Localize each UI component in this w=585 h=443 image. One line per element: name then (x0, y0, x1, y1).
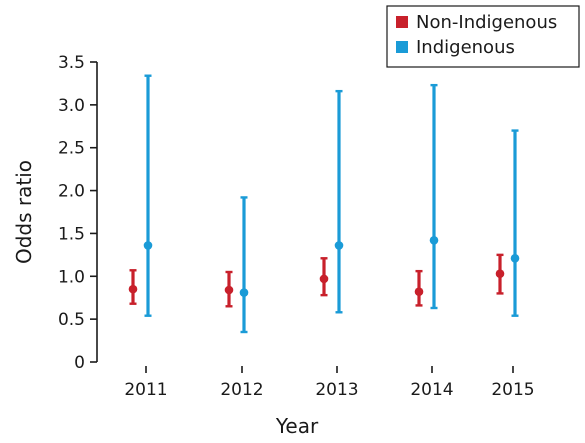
non-indigenous-point (495, 269, 505, 279)
x-tick-label: 2011 (124, 380, 167, 400)
x-tick-label: 2015 (491, 380, 534, 400)
indigenous-error-bar (510, 129, 520, 317)
legend-swatch-indigenous (396, 41, 408, 53)
non-indigenous-error-bar (319, 257, 329, 297)
x-tick-label: 2013 (315, 380, 358, 400)
x-tick-label: 2012 (220, 380, 263, 400)
legend-label-non-indigenous: Non-Indigenous (416, 12, 557, 33)
indigenous-point (429, 235, 439, 245)
y-ticks: 0 0.5 1.0 1.5 2.0 2.5 3.0 3.5 (58, 53, 97, 373)
non-indigenous-point (128, 284, 138, 294)
y-axis-title: Odds ratio (12, 160, 36, 264)
y-tick-label: 3.5 (58, 53, 85, 73)
x-tick-label: 2014 (410, 380, 453, 400)
y-tick-label: 1.5 (58, 224, 85, 244)
indigenous-point (334, 241, 344, 250)
non-indigenous-error-bar (414, 269, 424, 307)
y-tick-label: 2.0 (58, 182, 85, 202)
y-tick-label: 2.5 (58, 139, 85, 159)
non-indigenous-point (414, 287, 424, 297)
indigenous-error-bar (334, 89, 344, 314)
indigenous-error-bar (429, 83, 439, 310)
y-tick-label: 1.0 (58, 267, 85, 287)
non-indigenous-point (319, 274, 329, 284)
non-indigenous-error-bar (224, 270, 234, 308)
indigenous-error-bar (239, 196, 249, 334)
indigenous-point (143, 241, 153, 250)
non-indigenous-point (224, 285, 234, 295)
legend-box (386, 5, 580, 68)
non-indigenous-error-bar (128, 269, 138, 305)
error-bars (128, 74, 520, 334)
indigenous-point (239, 288, 249, 297)
indigenous-error-bar (143, 74, 153, 317)
indigenous-point (510, 253, 520, 263)
legend: Non-Indigenous Indigenous (386, 5, 580, 68)
non-indigenous-error-bar (495, 253, 505, 295)
x-axis-title: Year (275, 414, 319, 438)
x-ticks: 2011 2012 2013 2014 2015 (124, 366, 535, 400)
y-tick-label: 0 (74, 353, 85, 373)
y-tick-label: 0.5 (58, 310, 85, 330)
legend-swatch-non-indigenous (396, 16, 408, 28)
y-tick-label: 3.0 (58, 96, 85, 116)
legend-label-indigenous: Indigenous (416, 37, 515, 58)
